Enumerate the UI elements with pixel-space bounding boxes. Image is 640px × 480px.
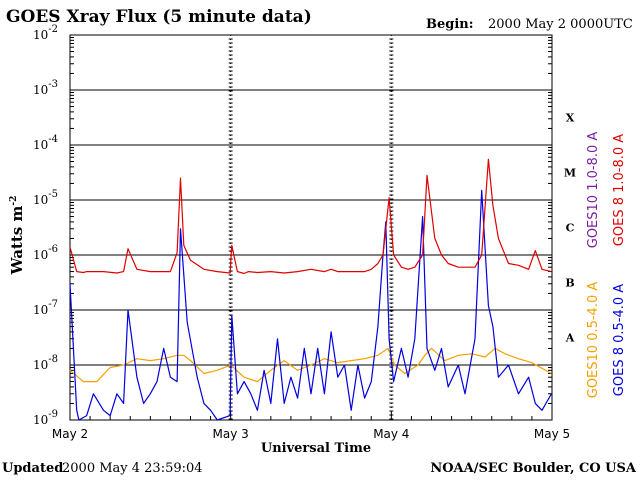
flare-class-label: B bbox=[565, 277, 574, 290]
legend-label: GOES10 0.5-4.0 A bbox=[586, 282, 601, 399]
svg-text:Watts m-2: Watts m-2 bbox=[8, 196, 26, 276]
updated-value: 2000 May 4 23:59:04 bbox=[62, 461, 203, 476]
x-tick-label: May 4 bbox=[373, 427, 409, 441]
legend-label: GOES 8 1.0-8.0 A bbox=[612, 134, 627, 246]
y-axis-label-text: Watts m bbox=[8, 206, 26, 276]
series-line bbox=[69, 347, 552, 383]
begin-label: Begin: bbox=[426, 17, 474, 32]
plot-area: 10-9 10-8 10-7 10-6 10-5 10-4 10-3 10-2 May 2 May… bbox=[33, 24, 627, 441]
x-tick-label: May 2 bbox=[52, 427, 88, 441]
y-tick-label: 10-9 bbox=[33, 409, 58, 427]
series-line bbox=[69, 189, 552, 421]
legend-label: GOES10 1.0-8.0 A bbox=[586, 132, 601, 249]
y-tick-label: 10-4 bbox=[33, 134, 58, 152]
flare-class-label: M bbox=[564, 167, 576, 180]
x-axis-label: Universal Time bbox=[261, 441, 371, 456]
y-axis-label-sup: -2 bbox=[9, 196, 19, 206]
legend-entry: GOES10 1.0-8.0 A bbox=[586, 132, 601, 249]
legend-entry: GOES 8 0.5-4.0 A bbox=[612, 284, 627, 396]
x-tick-label: May 3 bbox=[213, 427, 249, 441]
y-tick-label: 10-2 bbox=[33, 24, 58, 42]
source-credit: NOAA/SEC Boulder, CO USA bbox=[430, 461, 637, 476]
begin-value: 2000 May 2 0000UTC bbox=[488, 17, 633, 32]
y-tick-label: 10-6 bbox=[33, 244, 58, 262]
y-tick-label: 10-3 bbox=[33, 79, 58, 97]
updated-label: Updated bbox=[2, 461, 63, 476]
y-tick-label: 10-8 bbox=[33, 354, 58, 372]
legend-entry: GOES 8 1.0-8.0 A bbox=[612, 134, 627, 246]
legend-label: GOES 8 0.5-4.0 A bbox=[612, 284, 627, 396]
chart-title: GOES Xray Flux (5 minute data) bbox=[6, 7, 312, 27]
flare-class-label: A bbox=[565, 332, 575, 345]
y-axis-label: Watts m-2 bbox=[8, 196, 26, 276]
x-tick-label: May 5 bbox=[534, 427, 570, 441]
y-tick-label: 10-7 bbox=[33, 299, 58, 317]
legend-entry: GOES10 0.5-4.0 A bbox=[586, 282, 601, 399]
y-tick-label: 10-5 bbox=[33, 189, 58, 207]
flare-class-label: C bbox=[566, 222, 575, 235]
series-line bbox=[69, 158, 552, 275]
flare-class-label: X bbox=[566, 112, 575, 125]
